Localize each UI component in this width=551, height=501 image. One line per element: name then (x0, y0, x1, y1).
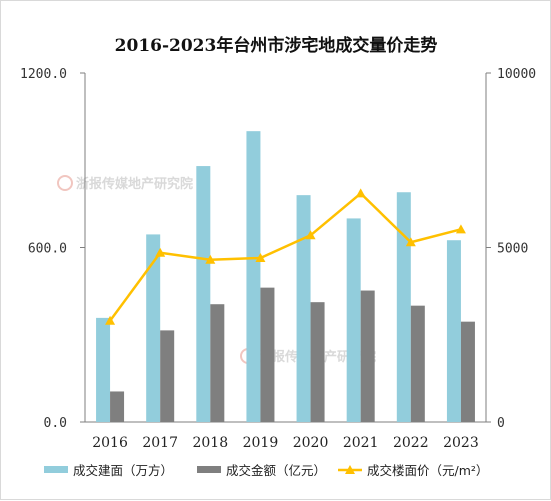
line-point-marker (255, 252, 266, 262)
bar-floor-area (446, 240, 461, 422)
bar-floor-area (246, 131, 261, 422)
bar-floor-area (296, 195, 311, 422)
legend-swatch-amount (197, 466, 221, 473)
x-tick-label: 2023 (443, 435, 479, 451)
bar-transaction-amount (360, 290, 375, 422)
tick-labels-group: 0.0 600.0 1200.0 0 5000 10000 2016 2017 2018 2019… (20, 67, 536, 451)
y-left-tick-label: 600.0 (28, 242, 67, 257)
bar-floor-area (396, 192, 411, 422)
x-tick-label: 2016 (92, 435, 128, 451)
legend-swatch-floor-area (44, 466, 68, 473)
legend-marker-icon (345, 465, 355, 474)
y-right-tick-label: 5000 (497, 242, 528, 257)
line-point-marker (455, 224, 466, 234)
x-tick-label: 2019 (243, 435, 279, 451)
x-tick-label: 2020 (293, 435, 329, 451)
bar-floor-area (96, 317, 111, 422)
x-tick-label: 2018 (192, 435, 228, 451)
watermark-text: 浙报传媒地产研究院 (76, 176, 193, 192)
bar-transaction-amount (260, 287, 275, 422)
line-floor-price (109, 192, 462, 322)
y-right-tick-label: 0 (497, 416, 505, 431)
line-point-marker (105, 315, 116, 325)
watermark-logo-icon (57, 175, 73, 191)
legend-label-floor-area: 成交建面（万方） (73, 463, 173, 478)
bar-floor-area (146, 234, 161, 422)
legend-label-amount: 成交金额（亿元） (226, 463, 326, 478)
bar-transaction-amount (210, 304, 225, 422)
x-tick-label: 2021 (343, 435, 379, 451)
line-group (105, 188, 466, 325)
y-left-tick-label: 0.0 (44, 416, 67, 431)
line-point-marker (305, 230, 316, 240)
legend: 成交建面（万方） 成交金额（亿元） 成交楼面价（元/m²） (44, 463, 488, 478)
bar-floor-area (196, 166, 211, 422)
bar-transaction-amount (460, 321, 475, 422)
bar-transaction-amount (410, 305, 425, 422)
y-left-tick-label: 1200.0 (20, 67, 67, 82)
line-point-marker (405, 237, 416, 247)
line-point-marker (205, 254, 216, 264)
bar-transaction-amount (160, 330, 175, 422)
x-tick-label: 2022 (393, 435, 429, 451)
bars-group (96, 131, 475, 422)
y-right-tick-label: 10000 (497, 67, 536, 82)
bar-transaction-amount (110, 391, 125, 422)
chart-title: 2016-2023年台州市涉宅地成交量价走势 (115, 35, 438, 56)
legend-label-floor-price: 成交楼面价（元/m²） (367, 463, 488, 478)
bar-floor-area (346, 218, 361, 422)
line-point-marker (155, 247, 166, 257)
x-tick-label: 2017 (142, 435, 178, 451)
line-point-marker (355, 188, 366, 198)
bar-transaction-amount (310, 302, 325, 422)
